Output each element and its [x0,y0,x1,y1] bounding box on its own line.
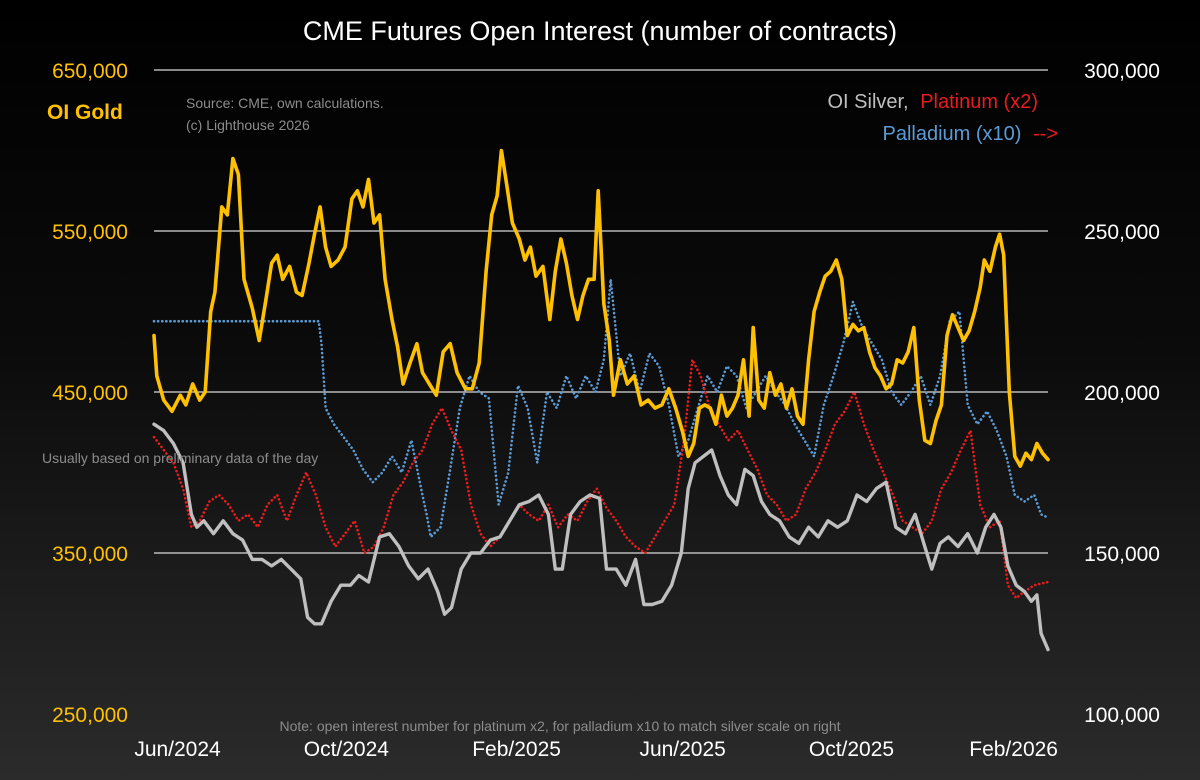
x-tick-label: Oct/2024 [304,738,390,761]
x-tick-label: Feb/2025 [472,738,561,761]
platinum-series-line [152,358,1050,600]
left-tick-label: 350,000 [52,543,128,566]
right-tick-label: 200,000 [1084,382,1160,405]
x-axis-tick-labels: Jun/2024 Oct/2024 Feb/2025 Jun/2025 Oct/2025… [134,738,1058,761]
left-tick-label: 450,000 [52,382,128,405]
copyright-note: (c) Lighthouse 2026 [186,117,310,133]
right-tick-label: 300,000 [1084,60,1160,83]
legend-palladium: Palladium (x10) [882,123,1021,145]
left-tick-label: 650,000 [52,60,128,83]
right-tick-label: 100,000 [1084,704,1160,727]
x-tick-label: Feb/2026 [969,738,1058,761]
chart-title: CME Futures Open Interest (number of con… [303,16,897,46]
legend-arrow: --> [1033,123,1058,145]
gold-series-line [152,148,1050,468]
left-tick-label: 250,000 [52,704,128,727]
x-tick-label: Jun/2024 [134,738,221,761]
source-note: Source: CME, own calculations. [186,95,384,111]
x-tick-label: Oct/2025 [809,738,894,761]
right-legend-line2: Palladium (x10) --> [882,123,1058,145]
left-tick-label: 550,000 [52,221,128,244]
palladium-series-line [152,278,1050,539]
right-tick-label: 250,000 [1084,221,1160,244]
right-tick-label: 150,000 [1084,543,1160,566]
x-tick-label: Jun/2025 [639,738,725,761]
legend-platinum: Platinum (x2) [920,91,1038,113]
left-axis-tick-labels: 250,000 350,000 450,000 550,000 650,000 [52,60,128,727]
series-lines [152,148,1050,652]
right-legend-line1: OI Silver, Platinum (x2) [827,91,1038,113]
right-axis-tick-labels: 100,000 150,000 200,000 250,000 300,000 [1084,60,1160,727]
footnote: Note: open interest number for platinum … [279,718,840,734]
preliminary-data-note: Usually based on preliminary data of the… [42,450,318,466]
legend-silver: OI Silver, [827,91,908,113]
left-axis-label: OI Gold [47,101,123,124]
silver-series-line [152,422,1050,652]
